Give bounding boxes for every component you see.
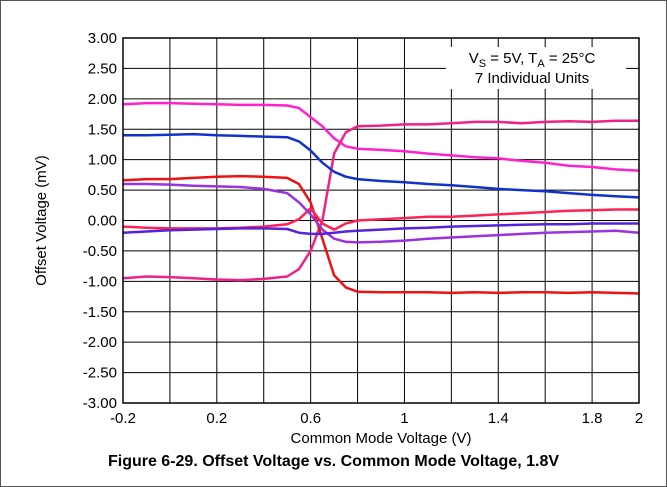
y-tick-label: -1.00: [83, 273, 117, 290]
series-line-unit-6: [123, 182, 640, 244]
y-tick-label: -3.00: [83, 395, 117, 412]
y-tick-label: 1.00: [88, 152, 117, 169]
annotation-conditions: VS = 5V, TA = 25°C: [469, 50, 596, 70]
y-tick-label: 3.00: [88, 30, 117, 47]
y-axis-label: Offset Voltage (mV): [33, 155, 50, 286]
x-tick-label: 0.6: [300, 410, 321, 427]
annotation-sub-a: A: [537, 58, 545, 70]
y-tick-label: -1.50: [83, 304, 117, 321]
x-tick-labels: -0.2 0.2 0.6 1 1.4 1.8 2: [110, 410, 643, 427]
x-tick-label: -0.2: [110, 410, 136, 427]
series-line-unit-2: [122, 119, 639, 282]
annotation-units: 7 Individual Units: [475, 70, 589, 87]
y-tick-label: 2.50: [88, 60, 117, 77]
series-line-unit-7: [122, 222, 639, 236]
annotation-background: [446, 47, 626, 89]
x-axis-label: Common Mode Voltage (V): [291, 430, 472, 447]
x-tick-label: 2: [635, 410, 643, 427]
y-tick-labels: 3.00 2.50 2.00 1.50 1.00 0.50 0.00 -0.50 -1.00 -1…: [83, 30, 117, 412]
annotation-mid: = 5V, T: [486, 50, 537, 67]
x-tick-label: 1.4: [488, 410, 509, 427]
y-tick-label: -2.00: [83, 334, 117, 351]
series-line-unit-4: [122, 207, 639, 231]
x-tick-label: 1.8: [582, 410, 603, 427]
y-tick-label: -0.50: [83, 243, 117, 260]
annotation-suffix: = 25°C: [545, 50, 596, 67]
x-tick-label: 1: [400, 410, 408, 427]
series-line-unit-3: [122, 174, 640, 295]
annotation-v: V: [469, 50, 479, 67]
annotation-sub-s: S: [479, 58, 486, 70]
series-line-unit-5: [123, 132, 640, 199]
y-tick-label: 2.00: [88, 91, 117, 108]
x-tick-label: 0.2: [206, 410, 227, 427]
plot-frame: [122, 37, 640, 404]
offset-voltage-chart: 3.00 2.50 2.00 1.50 1.00 0.50 0.00 -0.50 -1.00 -1…: [33, 30, 643, 447]
y-tick-label: -2.50: [83, 365, 117, 382]
y-tick-label: 0.50: [88, 182, 117, 199]
y-tick-label: 1.50: [88, 121, 117, 138]
series-layer: [122, 101, 640, 295]
figure-caption: Figure 6-29. Offset Voltage vs. Common M…: [107, 453, 560, 470]
y-tick-label: 0.00: [88, 213, 117, 230]
series-line-unit-1: [122, 101, 640, 172]
